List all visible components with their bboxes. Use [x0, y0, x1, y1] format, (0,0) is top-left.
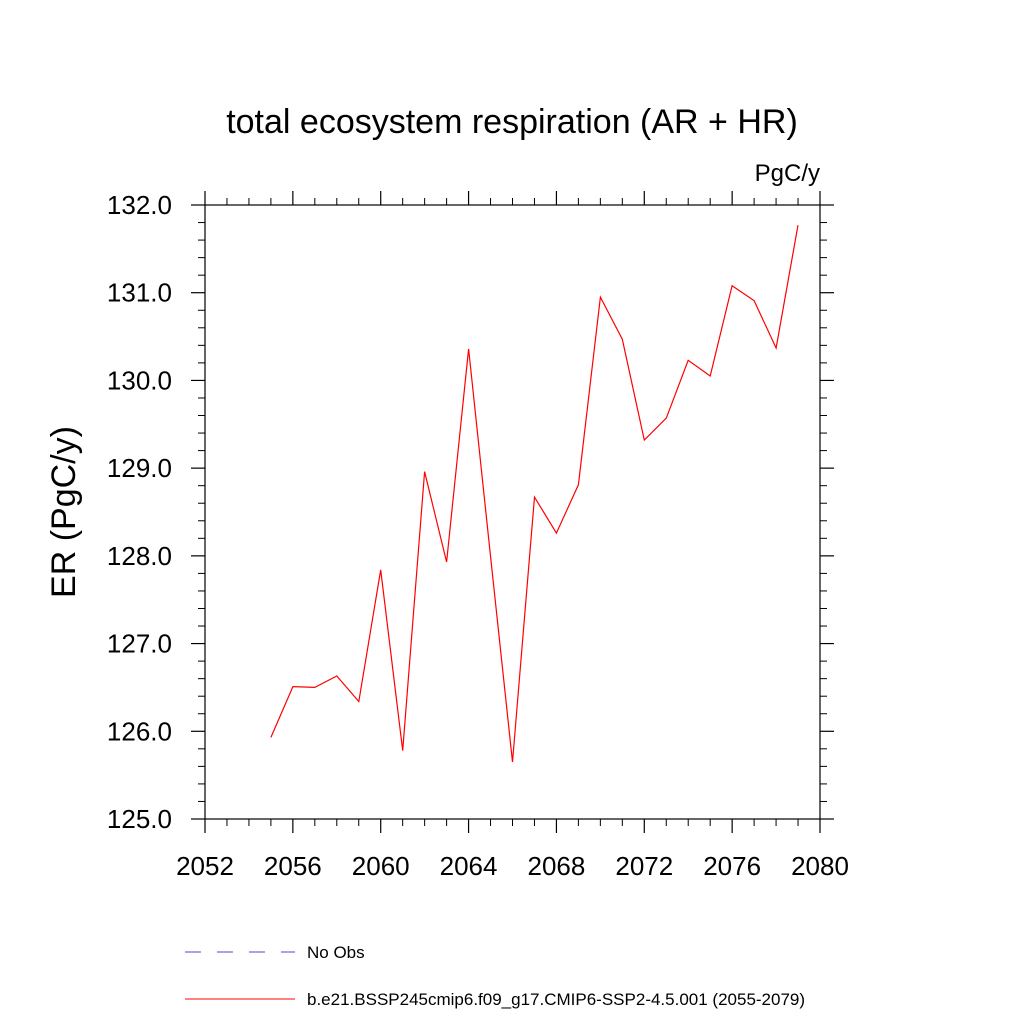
data-point — [622, 339, 623, 340]
x-tick-label: 2072 — [615, 851, 673, 881]
data-point — [380, 569, 381, 570]
x-tick-label: 2052 — [176, 851, 234, 881]
x-tick-label: 2080 — [791, 851, 849, 881]
y-tick-labels: 125.0 126.0 127.0 128.0 129.0 130.0 131.0 132.0 — [107, 190, 172, 834]
data-point — [797, 225, 798, 226]
data-point — [270, 737, 271, 738]
y-tick-label: 125.0 — [107, 804, 172, 834]
data-point — [578, 484, 579, 485]
data-point — [314, 687, 315, 688]
data-point — [666, 418, 667, 419]
chart-title: total ecosystem respiration (AR + HR) — [226, 103, 798, 141]
x-tick-label: 2076 — [703, 851, 761, 881]
x-tick-label: 2064 — [440, 851, 498, 881]
data-point — [556, 532, 557, 533]
units-label: PgC/y — [755, 160, 820, 187]
data-point — [336, 675, 337, 676]
y-tick-label: 128.0 — [107, 541, 172, 571]
data-point — [534, 496, 535, 497]
axis-ticks — [191, 191, 834, 833]
data-point — [358, 701, 359, 702]
legend-label-no-obs: No Obs — [307, 943, 365, 962]
x-tick-label: 2060 — [352, 851, 410, 881]
data-point — [292, 686, 293, 687]
data-point — [600, 297, 601, 298]
data-point — [754, 300, 755, 301]
y-axis-label: ER (PgC/y) — [45, 426, 83, 598]
data-point — [644, 439, 645, 440]
x-tick-label: 2068 — [528, 851, 586, 881]
x-tick-labels: 2052 2056 2060 2064 2068 2072 2076 2080 — [176, 851, 849, 881]
legend-label-model: b.e21.BSSP245cmip6.f09_g17.CMIP6-SSP2-4.… — [307, 990, 805, 1009]
y-tick-label: 132.0 — [107, 190, 172, 220]
legend: No Obs b.e21.BSSP245cmip6.f09_g17.CMIP6-… — [185, 943, 805, 1009]
data-point — [468, 348, 469, 349]
data-point — [688, 360, 689, 361]
y-tick-label: 131.0 — [107, 278, 172, 308]
y-tick-label: 129.0 — [107, 453, 172, 483]
data-point — [732, 285, 733, 286]
data-point — [402, 750, 403, 751]
data-point — [446, 561, 447, 562]
y-tick-label: 130.0 — [107, 365, 172, 395]
data-point — [424, 471, 425, 472]
y-tick-label: 126.0 — [107, 716, 172, 746]
series-line-0 — [270, 225, 799, 763]
series-group — [270, 225, 799, 763]
plot-frame — [204, 204, 821, 820]
data-point — [710, 375, 711, 376]
data-point — [775, 347, 776, 348]
data-point — [490, 555, 491, 556]
y-tick-label: 127.0 — [107, 629, 172, 659]
x-tick-label: 2056 — [264, 851, 322, 881]
data-point — [512, 761, 513, 762]
